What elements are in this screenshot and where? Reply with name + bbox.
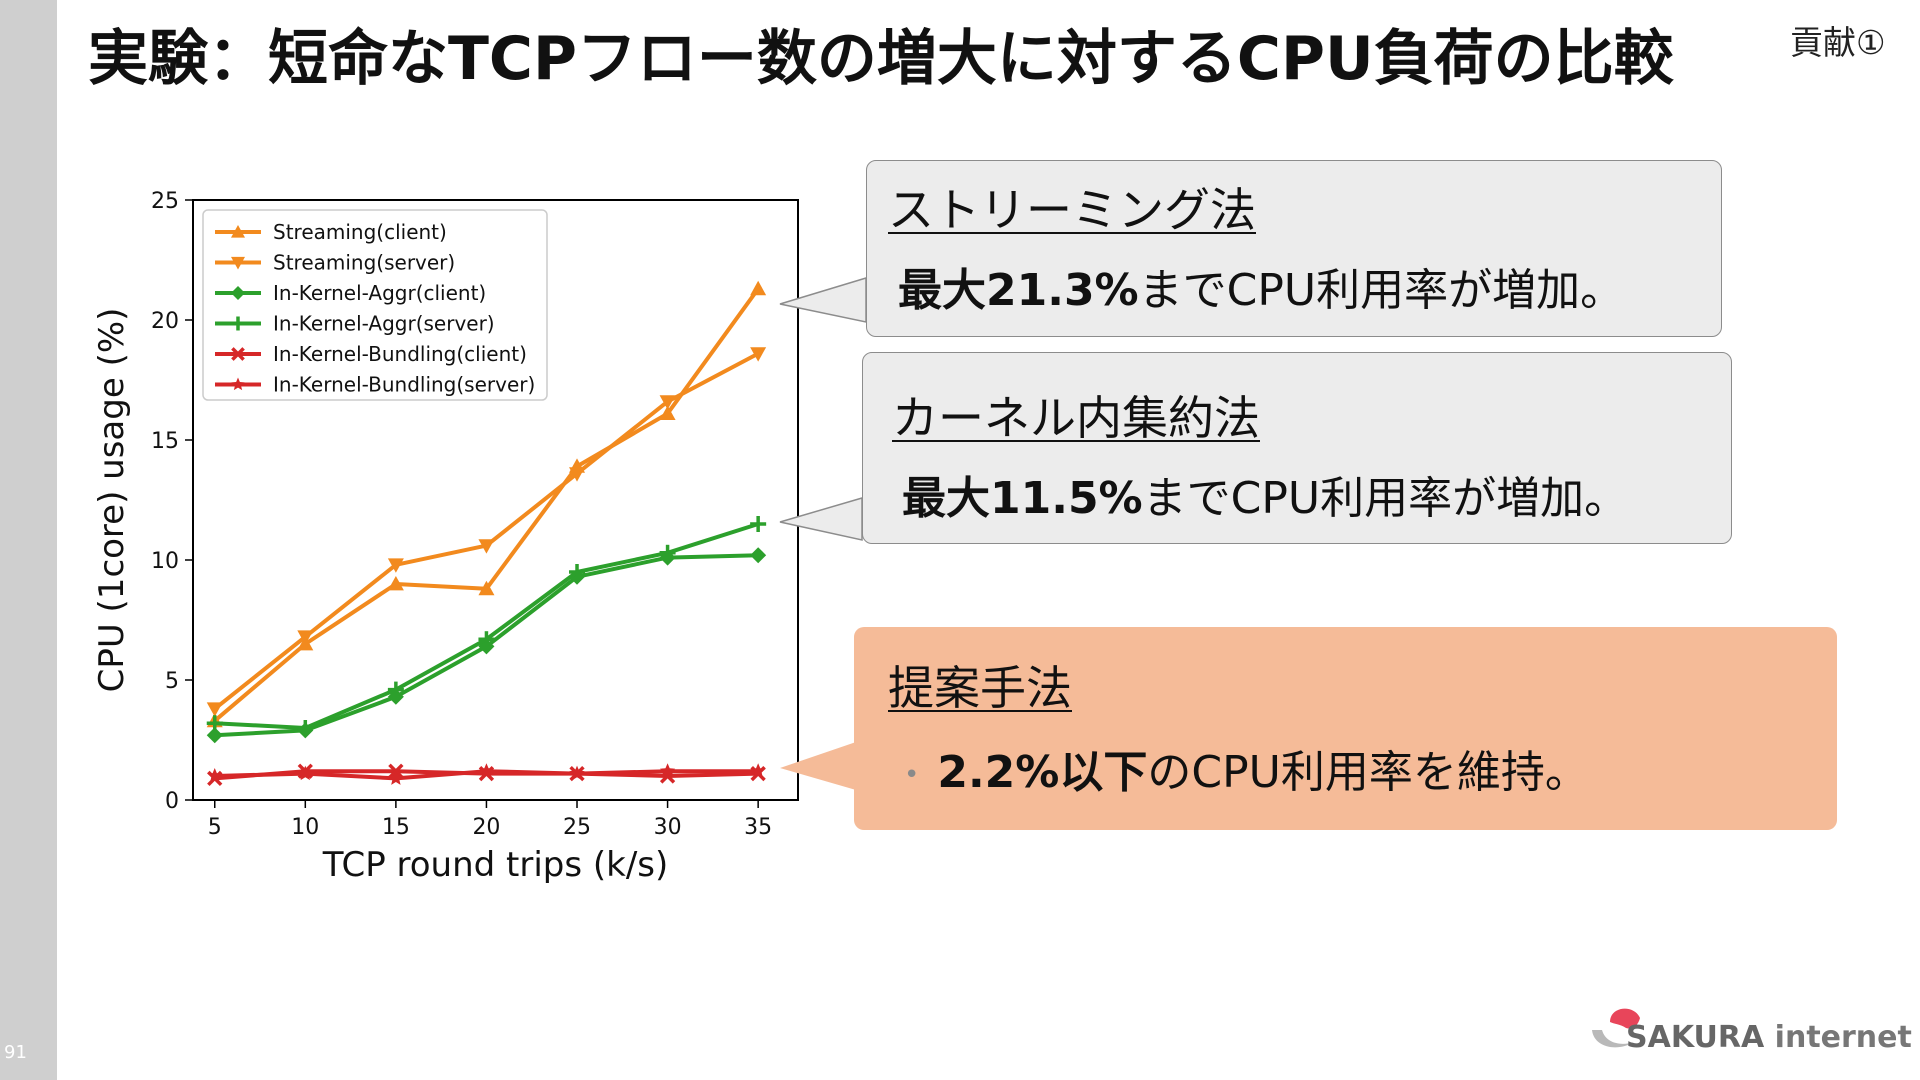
legend-label-1: Streaming(server) [273,251,455,275]
data-point-s1-p1 [297,630,314,645]
callout-streaming-heading: ストリーミング法 [888,183,1256,237]
x-tick-label: 30 [654,815,682,840]
page-number: 91 [4,1042,27,1063]
legend-label-0: Streaming(client) [273,220,447,244]
callout-proposed-rest: のCPU利用率を維持。 [1147,747,1589,798]
data-point-s0-p6 [750,280,767,296]
y-tick-label: 5 [165,669,179,694]
data-point-s1-p4 [569,467,586,482]
legend-marker-1 [231,256,245,270]
data-point-s0-p2 [387,576,404,591]
y-tick-label: 25 [151,189,179,214]
x-axis-label: TCP round trips (k/s) [322,845,669,885]
x-tick-label: 5 [208,815,222,840]
data-point-s5-p5 [659,763,676,778]
logo-swoosh [1592,1030,1634,1048]
data-point-s3-p0 [206,715,223,732]
callout-kernel-aggr-rest: までCPU利用率が増加。 [1142,473,1629,524]
data-point-s3-p1 [297,720,314,736]
contribution-tag: 貢献① [1790,23,1886,62]
logo-text-bold: SAKURA [1626,1020,1765,1055]
slide-title: 実験：短命なTCPフロー数の増大に対するCPU負荷の比較 [88,24,1674,94]
callout-streaming-text: 最大21.3%までCPU利用率が増加。 [898,254,1624,318]
data-point-s3-p4 [569,564,586,580]
callout-kernel-aggr-highlight: 最大11.5% [902,473,1143,524]
data-point-s5-p0 [207,768,223,783]
y-tick-label: 20 [151,309,179,334]
callout-proposed-heading: 提案手法 [888,661,1072,715]
x-tick-label: 10 [291,815,319,840]
y-tick-label: 10 [151,549,179,574]
callout-streaming-rest: までCPU利用率が増加。 [1138,265,1625,316]
legend-marker-0 [231,225,245,238]
sakura-logo-icon [1592,1008,1640,1048]
bullet-marker: • [904,760,920,790]
series-line-3 [214,522,759,730]
logo-text-rest: internet [1764,1020,1912,1055]
legend-label-3: In-Kernel-Aggr(server) [273,312,495,336]
callout-proposed-highlight: 2.2%以下 [937,747,1148,798]
data-point-s3-p6 [750,516,767,532]
logo-petal [1610,1008,1640,1029]
legend-marker-3 [231,316,245,331]
y-tick-label: 0 [165,789,179,814]
slide-sidebar [0,0,57,1080]
data-point-s1-p5 [659,395,676,410]
callout-kernel-aggr-heading: カーネル内集約法 [892,391,1260,445]
data-point-s1-p3 [478,539,495,554]
data-point-s0-p5 [659,405,676,420]
cpu-usage-line-chart: 0 5 10 15 20 25 5 10 15 20 25 30 35 TCP round trips (… [92,189,799,885]
series-line-1 [213,351,760,711]
data-point-s5-p6 [750,763,766,778]
data-point-s0-p3 [478,580,495,596]
data-point-s2-p6 [750,547,767,564]
x-tick-label: 20 [472,815,500,840]
data-point-s3-p2 [387,681,404,698]
logo-text: SAKURA internet [1626,1020,1912,1055]
legend-marker-2 [231,286,245,300]
legend-label-4: In-Kernel-Bundling(client) [273,342,527,366]
legend-marker-5 [231,377,245,391]
data-point-s1-p0 [206,702,223,717]
data-point-s1-p2 [387,558,404,573]
data-point-s5-p3 [478,763,495,778]
data-point-s1-p6 [750,347,767,362]
legend-marker-4 [231,347,245,361]
x-tick-label: 15 [382,815,410,840]
data-point-s3-p3 [478,631,495,648]
callout-kernel-aggr-text: 最大11.5%までCPU利用率が増加。 [902,462,1628,526]
data-point-s2-p0 [206,727,223,744]
data-point-s5-p2 [388,770,404,785]
callout-streaming-highlight: 最大21.3% [898,265,1139,316]
x-tick-label: 25 [563,815,591,840]
callout-streaming [866,160,1722,337]
legend-label-2: In-Kernel-Aggr(client) [273,281,486,305]
y-axis-label: CPU (1core) usage (%) [92,308,132,693]
data-point-s5-p1 [297,765,313,781]
callout-proposed-text: • 2.2%以下のCPU利用率を維持。 [904,736,1589,800]
data-point-s3-p5 [659,544,676,561]
callout-kernel-aggr [862,352,1732,544]
legend-label-5: In-Kernel-Bundling(server) [273,373,535,397]
data-point-s5-p4 [569,765,585,781]
y-tick-label: 15 [151,429,179,454]
callout-proposed [854,627,1837,830]
legend-box [202,209,548,401]
x-tick-label: 35 [744,815,772,840]
